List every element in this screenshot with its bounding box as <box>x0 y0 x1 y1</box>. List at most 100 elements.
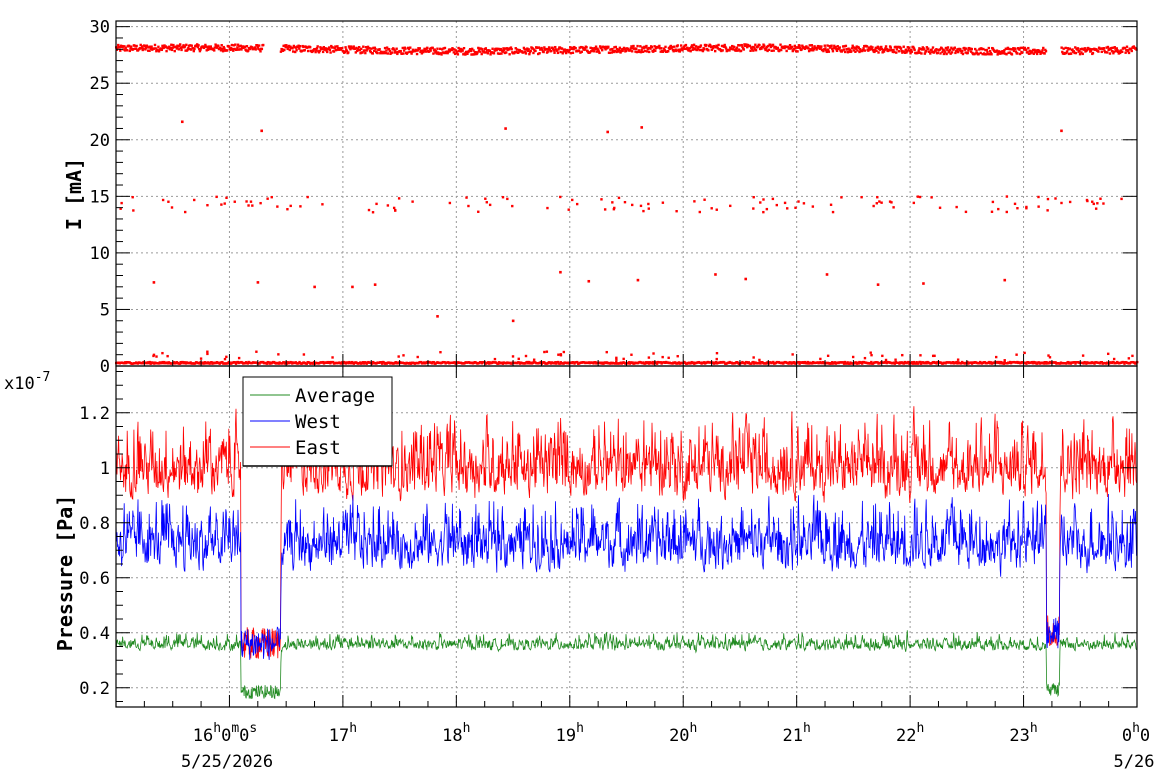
current-point <box>445 51 448 55</box>
current-point <box>169 46 172 50</box>
current-point <box>847 47 850 50</box>
current-point <box>161 198 165 202</box>
current-point <box>477 49 481 52</box>
current-point <box>988 50 992 53</box>
current-point <box>569 46 572 49</box>
current-point <box>1079 48 1082 51</box>
current-point <box>935 48 938 51</box>
current-point <box>543 46 546 49</box>
current-point <box>594 45 598 48</box>
current-point <box>800 48 803 51</box>
current-point-outlier <box>640 126 644 129</box>
current-point <box>386 204 390 207</box>
current-point <box>1074 51 1078 55</box>
current-point <box>371 52 375 55</box>
legend-label-west: West <box>295 411 341 433</box>
current-point <box>950 51 954 54</box>
current-point <box>1120 197 1123 201</box>
current-point <box>453 52 457 56</box>
current-point <box>583 48 587 51</box>
current-point <box>600 198 603 201</box>
current-point <box>457 46 460 50</box>
current-point <box>909 52 912 55</box>
current-point <box>321 50 325 54</box>
current-point <box>545 47 548 51</box>
current-point <box>964 51 967 54</box>
current-point <box>1102 202 1105 205</box>
current-point <box>808 44 811 47</box>
current-point <box>1122 361 1125 364</box>
current-point <box>863 44 866 48</box>
current-point <box>785 49 788 53</box>
current-point <box>402 354 405 357</box>
current-point <box>615 356 618 360</box>
current-point <box>643 49 647 53</box>
current-point <box>876 45 880 49</box>
current-point <box>1089 49 1093 52</box>
current-point <box>215 45 218 48</box>
current-point <box>406 51 409 54</box>
current-point <box>604 48 607 51</box>
current-point <box>441 48 444 51</box>
current-point <box>428 50 431 53</box>
current-point <box>456 50 459 53</box>
current-point <box>745 43 748 46</box>
current-point <box>209 45 213 48</box>
current-point <box>476 51 479 54</box>
current-point <box>180 48 183 52</box>
current-point <box>1067 52 1071 56</box>
x-tick-label-hour: 19h <box>556 721 584 746</box>
current-point <box>238 45 241 48</box>
x-tick-label-hour: 18h <box>442 721 470 746</box>
current-point <box>931 354 935 358</box>
current-point <box>789 45 792 49</box>
current-point <box>294 50 297 54</box>
current-point <box>1062 47 1065 50</box>
current-point <box>1035 50 1038 53</box>
current-point <box>1108 52 1112 55</box>
current-point <box>501 196 505 199</box>
current-point <box>1085 48 1089 52</box>
current-point <box>349 48 352 51</box>
current-point <box>198 49 202 53</box>
current-point <box>826 48 830 51</box>
current-point-outlier <box>152 281 156 284</box>
current-point <box>991 200 995 204</box>
current-point <box>788 43 792 47</box>
current-point <box>370 47 373 50</box>
current-point <box>652 352 655 355</box>
current-point <box>579 51 582 54</box>
current-point <box>671 48 675 52</box>
current-point <box>931 50 934 54</box>
current-point <box>917 362 920 365</box>
current-point <box>876 196 879 199</box>
current-point <box>999 360 1003 364</box>
current-point <box>821 48 824 52</box>
current-point <box>580 50 583 53</box>
current-point <box>532 48 536 51</box>
current-point <box>286 208 289 211</box>
current-point <box>374 48 377 51</box>
current-point <box>991 47 995 50</box>
current-point <box>953 46 956 49</box>
current-point <box>239 44 242 48</box>
current-point <box>655 362 659 365</box>
current-point <box>1073 51 1076 55</box>
current-point <box>966 51 969 55</box>
current-point <box>522 51 525 54</box>
current-point <box>739 49 743 53</box>
current-point <box>1127 49 1130 52</box>
current-point <box>959 47 962 51</box>
current-point <box>715 208 718 211</box>
current-point <box>154 47 157 50</box>
current-point <box>939 52 942 55</box>
current-point <box>1016 52 1019 55</box>
current-point <box>1023 351 1026 355</box>
current-point <box>139 43 142 47</box>
current-point <box>370 362 374 365</box>
current-point <box>229 48 232 52</box>
current-point <box>1015 353 1018 356</box>
current-point <box>1088 47 1091 51</box>
current-point <box>121 45 125 48</box>
